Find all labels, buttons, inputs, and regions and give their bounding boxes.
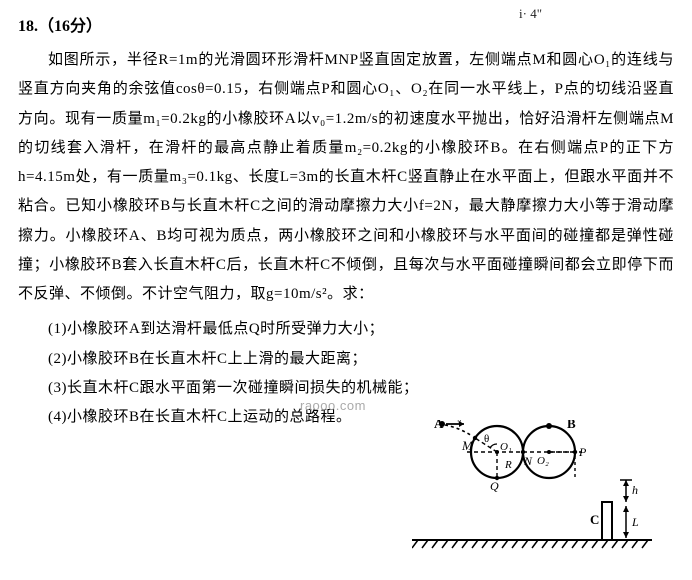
- sub-question-2: (2)小橡胶环B在长直木杆C上上滑的最大距离；: [18, 345, 674, 374]
- label-B: B: [567, 420, 576, 431]
- diagram-svg: A v₀ M θ O₁ R Q N O₂ B P h L C: [412, 420, 652, 560]
- page-top-mark: i· 4": [519, 6, 542, 22]
- label-R: R: [504, 459, 512, 471]
- sub-question-1: (1)小橡胶环A到达滑杆最低点Q时所受弹力大小；: [18, 315, 674, 344]
- sub-question-list: (1)小橡胶环A到达滑杆最低点Q时所受弹力大小； (2)小橡胶环B在长直木杆C上…: [18, 315, 674, 432]
- physics-diagram: A v₀ M θ O₁ R Q N O₂ B P h L C: [412, 420, 652, 560]
- label-Q: Q: [490, 479, 499, 493]
- label-theta: θ: [484, 433, 489, 445]
- label-O2: O₂: [537, 455, 549, 467]
- label-A: A: [434, 420, 444, 431]
- label-M: M: [461, 438, 474, 453]
- label-v0: v₀: [452, 420, 462, 423]
- label-N: N: [523, 454, 533, 468]
- watermark-text: raooo.com: [300, 398, 366, 413]
- label-P: P: [578, 445, 587, 459]
- label-C: C: [590, 512, 599, 527]
- label-h: h: [632, 483, 638, 497]
- problem-body-text: 如图所示，半径R=1m的光滑圆环形滑杆MNP竖直固定放置，左侧端点M和圆心O₁的…: [18, 46, 674, 309]
- problem-number: 18.（16分）: [18, 12, 674, 36]
- label-O1: O₁: [500, 441, 512, 453]
- label-L: L: [631, 515, 639, 529]
